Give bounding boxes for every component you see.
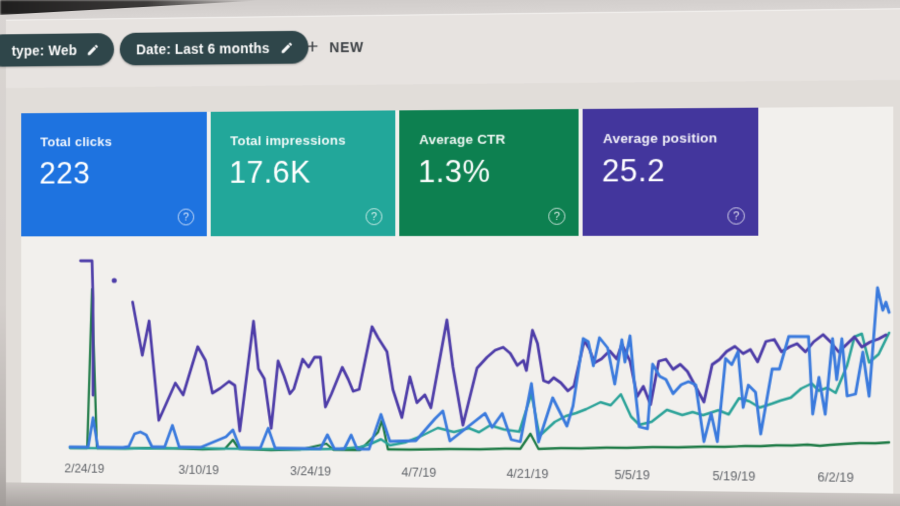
date-chip-label: Date: Last 6 months [136,39,270,57]
metric-card-average-position[interactable]: Average position 25.2 ? [582,107,759,236]
performance-line-chart [67,255,891,460]
performance-panel: Total clicks 223 ? Total impressions 17.… [21,106,894,494]
page-content: Total clicks 223 ? Total impressions 17.… [5,79,900,506]
x-axis-tick-label: 3/24/19 [290,464,332,479]
series-impressions-line [70,329,889,456]
x-axis-tick-label: 4/7/19 [401,465,437,480]
metric-card-total-clicks[interactable]: Total clicks 223 ? [21,111,207,237]
metric-label: Total impressions [230,132,346,149]
search-type-chip-label: type: Web [11,41,78,59]
x-axis-tick-label: 6/2/19 [817,470,854,485]
x-axis-tick-label: 5/19/19 [712,469,756,484]
help-icon[interactable]: ? [727,207,745,225]
x-axis-tick-label: 3/10/19 [178,462,219,478]
metric-card-average-ctr[interactable]: Average CTR 1.3% ? [399,109,579,237]
filter-toolbar: type: Web Date: Last 6 months + NEW La [0,8,900,90]
metric-value: 1.3% [418,153,491,190]
help-icon[interactable]: ? [365,208,383,226]
help-icon[interactable]: ? [548,207,566,225]
date-filter-chip[interactable]: Date: Last 6 months [119,30,309,66]
metric-value: 223 [39,155,91,191]
performance-chart-svg [67,255,891,460]
search-type-filter-chip[interactable]: type: Web [0,33,115,67]
metric-card-total-impressions[interactable]: Total impressions 17.6K ? [210,110,396,237]
help-icon[interactable]: ? [177,208,195,226]
new-button-label: NEW [329,38,364,55]
metric-value: 17.6K [229,154,311,190]
series-clicks-line [70,286,889,455]
metric-value: 25.2 [601,152,666,189]
plus-icon: + [306,35,319,59]
new-filter-button[interactable]: + NEW [306,30,363,63]
x-axis-labels: 2/24/19 3/10/19 3/24/19 4/7/19 4/21/19 5/5/19… [64,461,891,488]
edit-pencil-icon [280,40,294,54]
series-position-point [111,277,117,284]
x-axis-tick-label: 4/21/19 [506,466,549,482]
x-axis-tick-label: 5/5/19 [614,467,650,483]
metric-label: Average position [602,130,718,147]
x-axis-tick-label: 2/24/19 [64,461,105,476]
edit-pencil-icon [87,43,100,57]
metric-label: Total clicks [40,134,113,150]
metric-label: Average CTR [419,131,506,148]
